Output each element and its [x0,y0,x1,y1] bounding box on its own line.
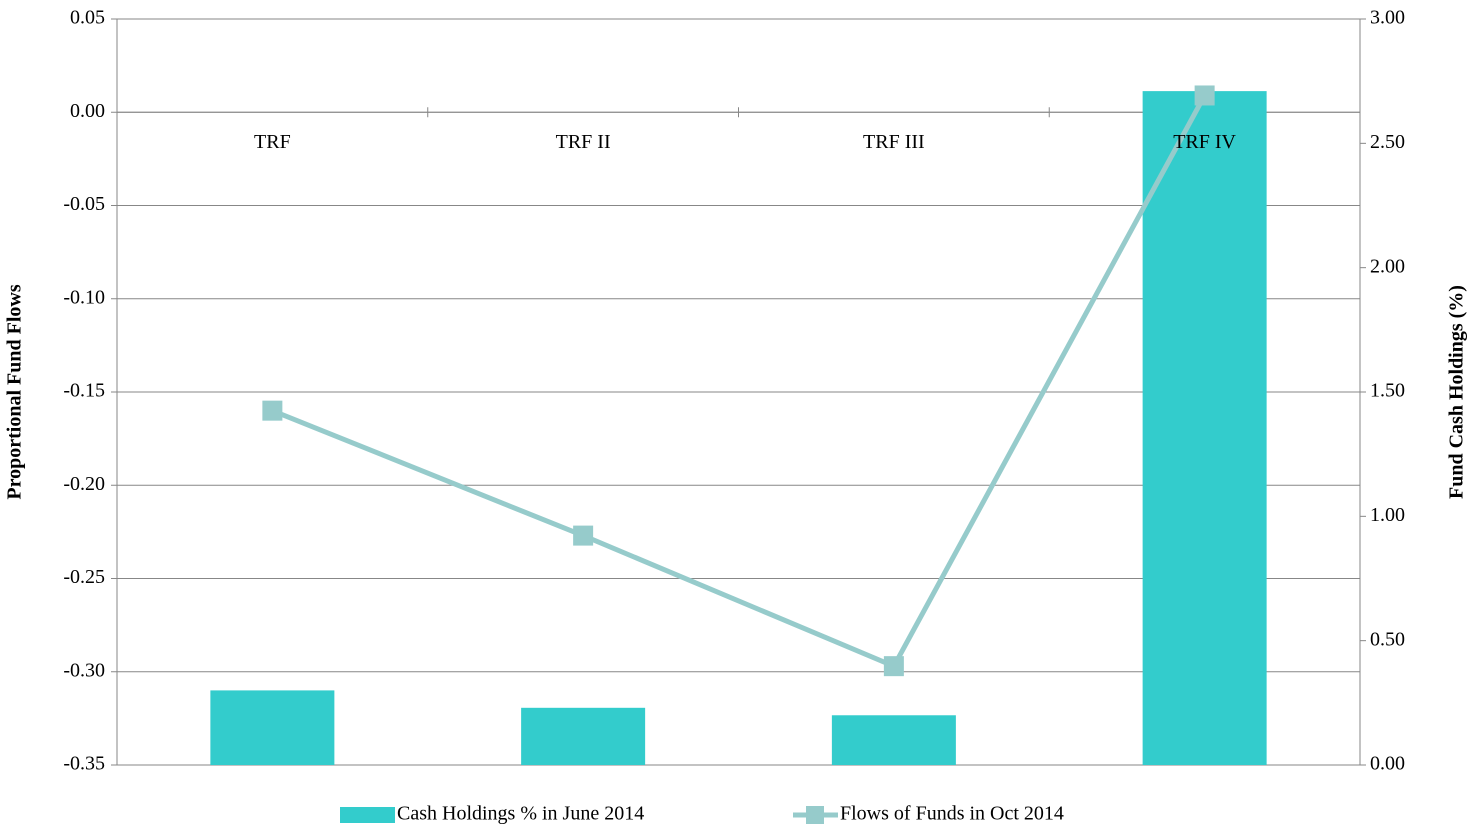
legend-label: Flows of Funds in Oct 2014 [840,803,1064,825]
x-tick-label: TRF II [556,131,611,153]
legend-label: Cash Holdings % in June 2014 [397,803,644,825]
y2-tick-label: 2.00 [1370,255,1405,277]
y-axis-title: Proportional Fund Flows [4,284,26,499]
y-tick-label: -0.35 [63,753,105,775]
marker [573,525,594,546]
y-tick-label: -0.30 [63,659,105,681]
y2-axis-title: Fund Cash Holdings (%) [1446,285,1468,499]
y2-tick-label: 3.00 [1370,7,1405,29]
bar [831,715,956,765]
marker [1194,85,1215,106]
bar [1142,91,1267,765]
y-tick-label: 0.05 [70,7,105,29]
y2-tick-label: 0.00 [1370,753,1405,775]
y2-tick-label: 1.00 [1370,504,1405,526]
line [271,94,1207,669]
x-tick-label: TRF IV [1173,131,1236,153]
legend-swatch [340,807,395,823]
y2-tick-label: 1.50 [1370,380,1405,402]
y-tick-label: 0.00 [70,100,105,122]
x-tick-label: TRF [254,131,291,153]
y2-tick-label: 2.50 [1370,131,1405,153]
bar [521,707,646,765]
y-tick-label: -0.15 [63,380,105,402]
y-tick-label: -0.25 [63,566,105,588]
x-tick-label: TRF III [863,131,925,153]
marker [883,656,904,677]
y-tick-label: -0.20 [63,473,105,495]
y2-tick-label: 0.50 [1370,628,1405,650]
legend-marker [806,806,824,824]
y-tick-label: -0.10 [63,286,105,308]
marker [262,400,283,421]
bar [210,690,335,765]
y-tick-label: -0.05 [63,193,105,215]
